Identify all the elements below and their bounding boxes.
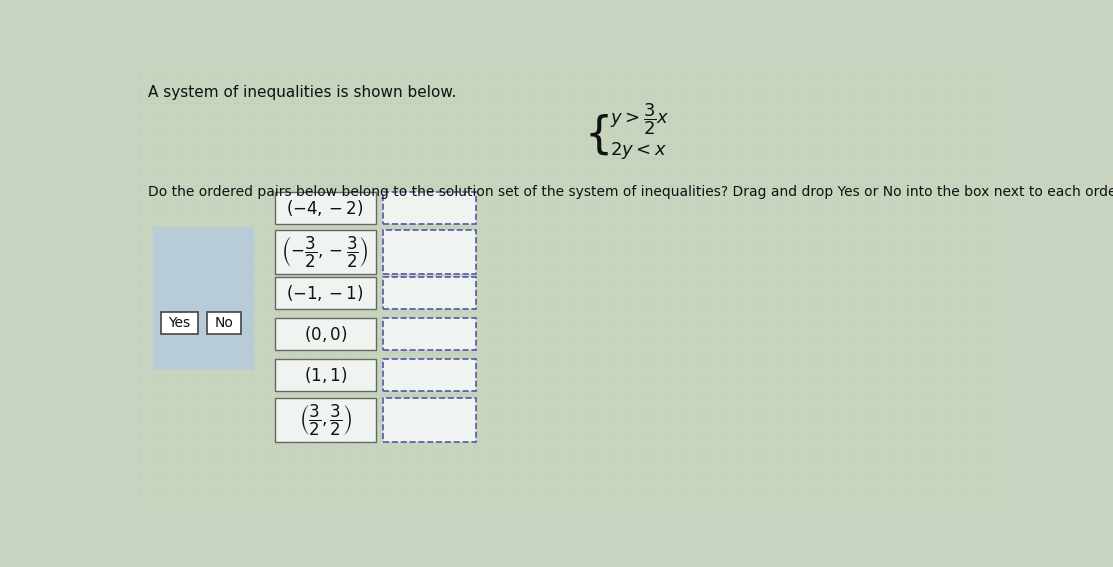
Text: $\left(\dfrac{3}{2},\dfrac{3}{2}\right)$: $\left(\dfrac{3}{2},\dfrac{3}{2}\right)$ [298,403,352,438]
Bar [275,397,375,442]
Text: $(1,1)$: $(1,1)$ [304,365,347,385]
Bar [275,318,375,350]
Bar [383,397,476,442]
Text: Yes: Yes [168,316,190,330]
Bar [383,277,476,309]
Bar [160,312,198,334]
Text: A system of inequalities is shown below.: A system of inequalities is shown below. [148,85,456,100]
Text: $\left(-\dfrac{3}{2},-\dfrac{3}{2}\right)$: $\left(-\dfrac{3}{2},-\dfrac{3}{2}\right… [282,235,368,270]
Bar [275,359,375,391]
Text: $\{$: $\{$ [584,113,609,158]
Bar [275,277,375,309]
Text: $(-1,-1)$: $(-1,-1)$ [286,283,364,303]
Bar [383,359,476,391]
Bar [275,192,375,225]
Text: $2y < x$: $2y < x$ [610,140,668,161]
Text: $(-4,-2)$: $(-4,-2)$ [286,198,364,218]
Text: $(0,0)$: $(0,0)$ [304,324,347,344]
Bar [383,230,476,274]
Bar [207,312,242,334]
Bar [154,227,254,370]
Bar [275,230,375,274]
Text: Do the ordered pairs below belong to the solution set of the system of inequalit: Do the ordered pairs below belong to the… [148,185,1113,199]
Text: $y > \dfrac{3}{2}x$: $y > \dfrac{3}{2}x$ [610,102,670,137]
Bar [383,318,476,350]
Text: No: No [215,316,234,330]
Bar [383,192,476,225]
